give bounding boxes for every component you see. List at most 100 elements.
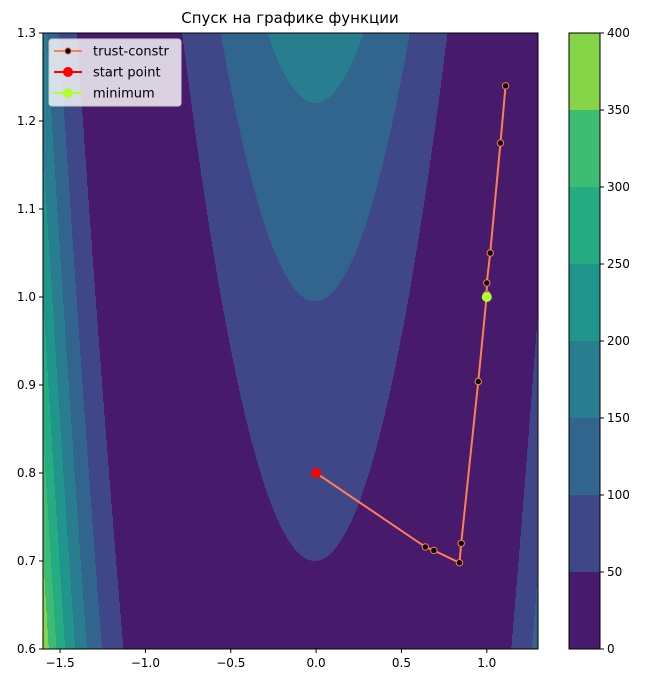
contour-band [70,401,85,403]
contour-band [410,291,538,293]
contour-band [232,353,399,355]
contour-band [54,331,66,333]
contour-band [185,55,226,57]
contour-band [382,168,430,170]
contour-band [53,137,67,139]
contour-band [59,401,71,403]
contour-band [43,85,51,87]
contour-band [195,131,241,133]
contour-band [192,106,236,108]
contour-band [440,94,538,96]
contour-band [81,368,102,370]
contour-band [361,41,409,43]
contour-band [58,383,70,385]
contour-band [272,45,360,47]
contour-band [85,147,198,149]
contour-band [56,186,70,188]
contour-band [64,479,76,481]
contour-band [53,147,67,149]
contour-band [43,398,50,400]
contour-band [111,503,272,505]
contour-band [43,197,47,199]
contour-band [276,515,355,517]
contour-band [49,401,60,403]
contour-band [55,178,70,180]
contour-band [65,125,84,127]
contour-band [43,478,47,480]
contour-band [76,283,96,285]
contour-band [106,429,250,431]
contour-band [409,34,448,36]
contour-band [416,256,538,258]
contour-band [69,386,84,388]
contour-band [68,537,80,539]
contour-band [533,380,538,382]
contour-band [370,468,527,470]
contour-band [84,132,196,134]
contour-band [522,519,538,521]
contour-band [81,365,102,367]
contour-band [100,351,232,353]
contour-band [441,81,538,83]
contour-band [358,49,408,51]
contour-band [531,400,538,402]
contour-band [534,361,538,363]
contour-band [45,334,56,336]
contour-band [220,289,296,291]
contour-band [59,561,70,563]
contour-band [92,245,213,247]
contour-band [277,257,354,259]
contour-band [57,208,72,210]
contour-band [185,52,225,54]
contour-band [54,480,65,482]
contour-band [520,538,538,540]
contour-band [54,330,66,332]
contour-band [73,452,88,454]
contour-band [103,401,243,403]
contour-band [64,313,79,315]
contour-band [67,525,79,527]
contour-band [57,515,67,517]
contour-band [434,137,538,139]
contour-band [197,145,244,147]
contour-band [293,546,338,548]
contour-band [50,259,62,261]
contour-band [43,399,50,401]
contour-band [90,494,112,496]
contour-band [396,365,535,367]
contour-band [375,195,426,197]
contour-band [519,561,538,563]
contour-band [431,157,538,159]
contour-band [519,550,538,552]
contour-band [409,36,448,38]
contour-band [405,318,538,320]
contour-band [117,572,519,574]
contour-band [419,234,538,236]
contour-band [66,338,80,340]
contour-band [74,263,94,265]
contour-band [59,236,73,238]
contour-band [277,57,355,59]
contour-band [44,166,56,168]
contour-band [195,128,240,130]
contour-band [43,65,49,67]
contour-band [89,200,206,202]
contour-band [392,126,436,128]
contour-band [43,324,46,326]
contour-band [46,483,56,485]
contour-band [78,516,93,518]
contour-band [66,144,86,146]
contour-band [69,183,88,185]
contour-band [193,118,238,120]
contour-band [43,168,45,170]
contour-band [525,482,538,484]
contour-band [43,473,47,475]
contour-band [43,418,51,420]
contour-band [44,161,55,163]
contour-band [43,435,53,437]
contour-band [44,320,55,322]
contour-band [218,281,290,283]
contour-band [43,490,48,492]
contour-band [409,295,538,297]
contour-band [82,109,193,111]
